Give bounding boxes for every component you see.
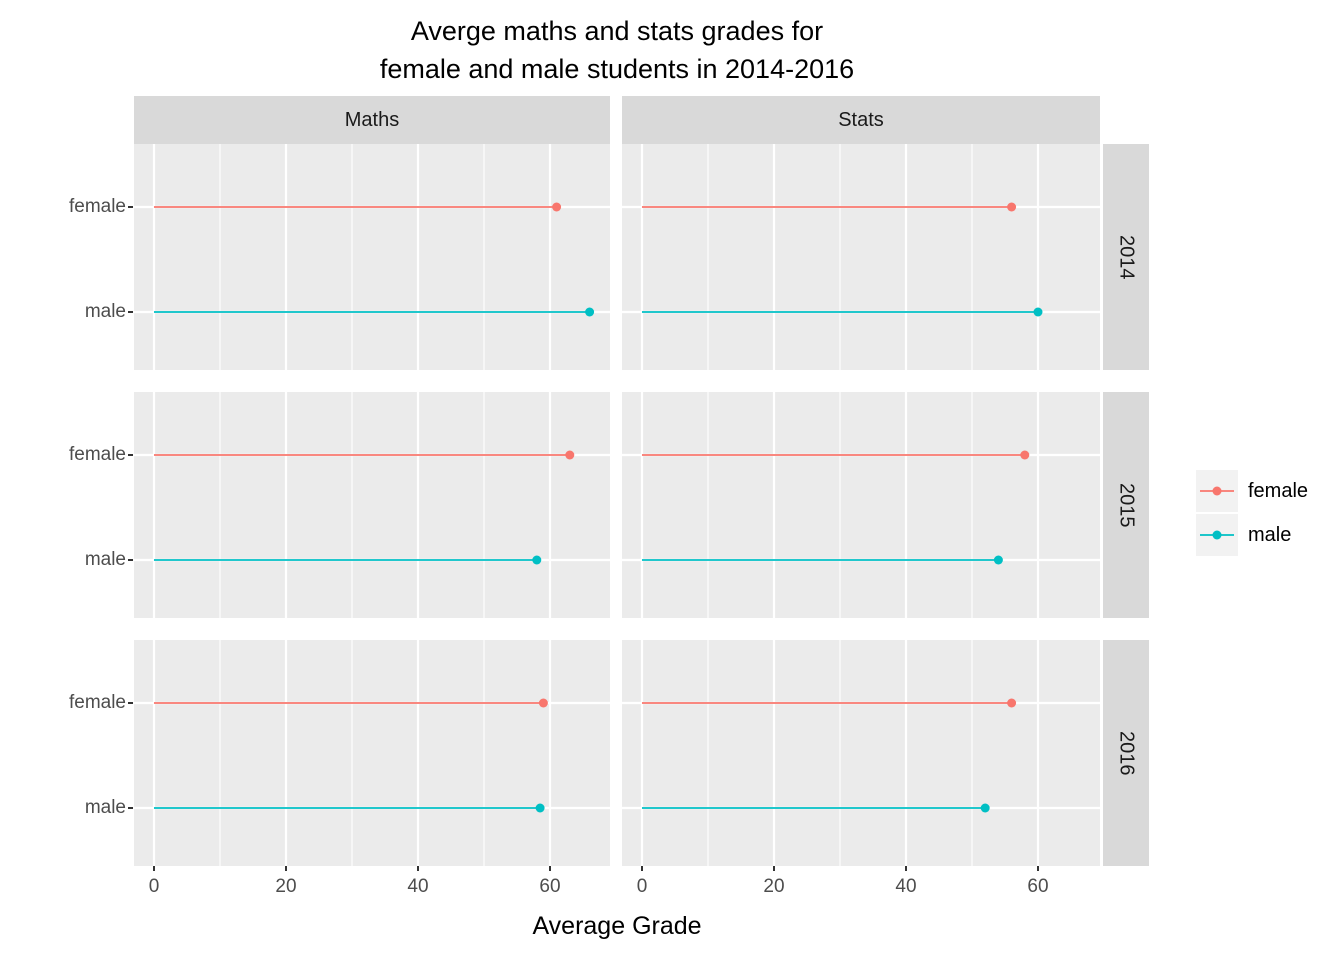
x-axis-tick-label: 20 bbox=[275, 876, 297, 897]
legend-key-male-icon bbox=[1196, 514, 1238, 556]
chart-title: Averge maths and stats grades for female… bbox=[134, 12, 1100, 88]
legend-label: female bbox=[1248, 479, 1309, 502]
x-axis-tick bbox=[417, 866, 419, 871]
row-facet-label: 2014 bbox=[1115, 234, 1138, 280]
row-facet-label: 2015 bbox=[1115, 482, 1138, 528]
x-axis-tick-label: 40 bbox=[407, 876, 429, 897]
panel-maths-2015 bbox=[134, 392, 610, 618]
panel-stats-2014 bbox=[622, 144, 1100, 370]
legend-entry-female: female bbox=[1196, 470, 1308, 512]
panel-stats-2016 bbox=[622, 640, 1100, 866]
x-axis-tick-label: 60 bbox=[539, 876, 561, 897]
x-axis-tick-label: 0 bbox=[636, 876, 648, 897]
x-axis-tick bbox=[641, 866, 643, 871]
y-axis-label-male: male bbox=[84, 301, 126, 322]
row-facet-label: 2016 bbox=[1115, 730, 1138, 776]
legend: female male bbox=[1196, 470, 1308, 558]
x-axis-tick bbox=[1037, 866, 1039, 871]
legend-key-female-icon bbox=[1196, 470, 1238, 512]
y-axis-tick bbox=[128, 311, 133, 313]
legend-entry-male: male bbox=[1196, 514, 1308, 556]
chart-title-line2: female and male students in 2014-2016 bbox=[379, 54, 855, 84]
y-axis-tick bbox=[128, 702, 133, 704]
y-axis-label-male: male bbox=[84, 797, 126, 818]
x-axis-tick bbox=[549, 866, 551, 871]
column-facet-strip-maths: Maths bbox=[134, 96, 610, 144]
chart-title-line1: Averge maths and stats grades for bbox=[410, 16, 824, 46]
y-axis-tick bbox=[128, 206, 133, 208]
panel-stats-2015 bbox=[622, 392, 1100, 618]
y-axis-label-female: female bbox=[68, 692, 126, 713]
x-axis-tick-label: 20 bbox=[763, 876, 785, 897]
column-facet-strip-stats: Stats bbox=[622, 96, 1100, 144]
panel-maths-2014 bbox=[134, 144, 610, 370]
x-axis-tick bbox=[773, 866, 775, 871]
y-axis-tick bbox=[128, 454, 133, 456]
legend-label: male bbox=[1248, 523, 1292, 546]
x-axis-tick-label: 60 bbox=[1027, 876, 1049, 897]
x-axis-title: Average Grade bbox=[532, 912, 702, 940]
y-axis-label-male: male bbox=[84, 549, 126, 570]
y-axis-label-female: female bbox=[68, 444, 126, 465]
row-facet-strip-2014: 2014 bbox=[1103, 144, 1149, 370]
x-axis-tick bbox=[905, 866, 907, 871]
y-axis-label-female: female bbox=[68, 196, 126, 217]
x-axis-tick-label: 40 bbox=[895, 876, 917, 897]
y-axis-tick bbox=[128, 559, 133, 561]
x-axis-tick bbox=[153, 866, 155, 871]
row-facet-strip-2016: 2016 bbox=[1103, 640, 1149, 866]
y-axis-tick bbox=[128, 807, 133, 809]
row-facet-strip-2015: 2015 bbox=[1103, 392, 1149, 618]
column-facet-label: Stats bbox=[838, 108, 884, 131]
column-facet-label: Maths bbox=[344, 108, 400, 131]
x-axis-tick-label: 0 bbox=[148, 876, 160, 897]
panel-maths-2016 bbox=[134, 640, 610, 866]
x-axis-tick bbox=[285, 866, 287, 871]
